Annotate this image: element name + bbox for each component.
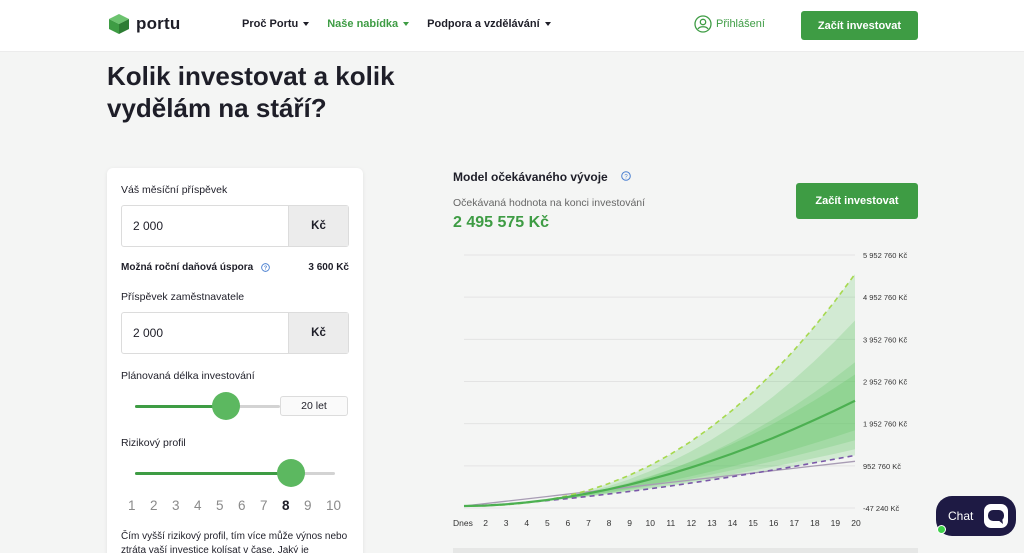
nav-label: Podpora a vzdělávání [427,18,540,30]
x-tick-label: 12 [687,518,697,528]
x-tick-label: 18 [810,518,820,528]
calculator-panel: Váš měsíční příspěvek 2 000 Kč Možná roč… [107,168,363,553]
projection-band [464,320,855,506]
start-investing-button[interactable]: Začít investovat [801,11,918,40]
x-tick-label: 2 [483,518,488,528]
start-investing-button-chart[interactable]: Začít investovat [796,183,918,219]
risk-level-8[interactable]: 8 [282,498,290,513]
nav-label: Naše nabídka [327,18,399,30]
risk-level-2[interactable]: 2 [150,498,158,513]
nav-label: Proč Portu [242,18,299,30]
chevron-down-icon [544,22,551,26]
projection-band [464,374,855,506]
x-tick-label: 15 [748,518,758,528]
expected-line [463,399,856,508]
risk-level-9[interactable]: 9 [304,498,312,513]
x-tick-label: 8 [607,518,612,528]
tax-savings-row: Možná roční daňová úspora ? 3 600 Kč [121,262,349,273]
expected-value: 2 495 575 Kč [453,214,550,231]
projection-band [464,274,855,506]
x-tick-label: 17 [790,518,800,528]
x-tick-label: 13 [707,518,717,528]
model-title: Model očekávaného vývoje [453,170,608,184]
risk-level-10[interactable]: 10 [326,498,342,513]
x-tick-label: 5 [545,518,550,528]
risk-level-scale: 1 2 3 4 5 6 7 8 9 10 [128,498,348,513]
employer-contribution-label: Příspěvek zaměstnavatele [121,291,245,303]
chat-label: Chat [948,509,974,523]
currency-unit: Kč [288,313,348,353]
x-tick-label: 4 [524,518,529,528]
top-navbar: portu Proč Portu Naše nabídka Podpora a … [0,0,1024,52]
risk-level-5[interactable]: 5 [216,498,224,513]
logo-text: portu [136,14,181,33]
expected-value-label: Očekávaná hodnota na konci investování [453,197,646,209]
y-tick-label: 5 952 760 Kč [863,251,907,260]
tax-savings-value: 3 600 Kč [308,262,349,273]
duration-value-box[interactable]: 20 let [280,396,348,416]
risk-level-4[interactable]: 4 [194,498,202,513]
deposits-line [463,460,856,507]
portu-logo-icon [109,14,129,34]
svg-text:?: ? [624,174,628,180]
risk-profile-label: Rizikový profil [121,437,186,449]
risk-level-7[interactable]: 7 [260,498,268,513]
x-tick-label: 11 [666,518,675,528]
chat-widget-button[interactable]: Chat [936,496,1016,536]
risk-level-6[interactable]: 6 [238,498,246,513]
x-tick-label: Dnes [453,518,473,528]
login-link[interactable]: Přihlášení [694,15,765,33]
page-title: Kolik investovat a kolik vydělám na stář… [107,61,395,123]
y-tick-label: 2 952 760 Kč [863,378,907,387]
chevron-down-icon [303,22,310,26]
user-icon [694,15,712,33]
projection-chart: 5 952 760 Kč4 952 760 Kč3 952 760 Kč2 95… [453,251,907,528]
chat-bubble-icon [984,504,1008,528]
x-tick-label: 10 [645,518,655,528]
y-tick-label: 4 952 760 Kč [863,293,907,302]
risk-profile-note: Čím vyšší rizikový profil, tím více může… [121,531,348,553]
y-tick-label: -47 240 Kč [863,504,900,513]
duration-slider-fill [135,405,227,408]
nav-item-nase-nabidka[interactable]: Naše nabídka [327,18,410,30]
portu-logo[interactable]: portu [107,12,180,36]
info-icon[interactable]: ? [261,263,270,272]
x-tick-label: 7 [586,518,591,528]
online-status-dot [937,525,946,534]
duration-slider-handle[interactable] [212,392,241,420]
y-tick-label: 3 952 760 Kč [863,335,907,344]
risk-level-3[interactable]: 3 [172,498,180,513]
x-tick-label: 3 [504,518,509,528]
employer-contribution-value[interactable]: 2 000 [133,326,164,340]
tax-savings-label: Možná roční daňová úspora [121,262,254,273]
risk-level-1[interactable]: 1 [128,498,136,513]
main-nav: Proč Portu Naše nabídka Podpora a vzdělá… [242,18,569,30]
employer-contribution-field[interactable]: 2 000 Kč [121,312,349,354]
x-tick-label: 19 [831,518,841,528]
duration-label: Plánovaná délka investování [121,370,255,382]
risk-slider-fill [135,472,291,475]
x-tick-label: 16 [769,518,779,528]
chevron-down-icon [403,22,410,26]
x-tick-label: 9 [627,518,632,528]
risk-slider-handle[interactable] [277,459,305,487]
nav-item-podpora[interactable]: Podpora a vzdělávání [427,18,551,30]
monthly-contribution-label: Váš měsíční příspěvek [121,184,228,196]
next-section-edge [453,548,918,553]
info-icon[interactable]: ? [621,171,631,181]
y-tick-label: 1 952 760 Kč [863,420,907,429]
x-tick-label: 14 [728,518,738,528]
login-label: Přihlášení [716,18,765,30]
monthly-contribution-value[interactable]: 2 000 [133,219,164,233]
x-tick-label: 20 [851,518,861,528]
nav-item-proc-portu[interactable]: Proč Portu [242,18,310,30]
y-tick-label: 952 760 Kč [863,462,901,471]
x-tick-label: 6 [566,518,571,528]
svg-text:?: ? [264,266,267,272]
currency-unit: Kč [288,206,348,246]
monthly-contribution-field[interactable]: 2 000 Kč [121,205,349,247]
